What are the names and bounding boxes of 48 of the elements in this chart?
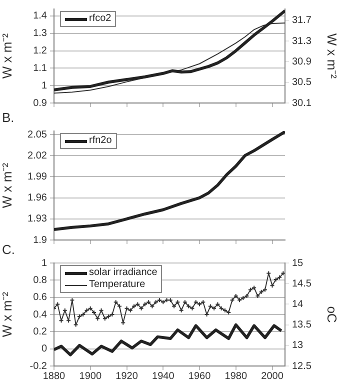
text: C. [2,242,15,257]
x-tick-label: 1900 [79,370,102,381]
y2-tick-label: 14.5 [292,278,312,290]
y2-axis-title: oC [324,306,339,323]
x-tick-label: 1880 [42,370,66,381]
y2-tick-label: 30.1 [292,98,312,109]
y-tick-label: 0.2 [33,326,48,338]
x-tick-label: 1940 [152,370,175,381]
x-tick-label: 1920 [116,370,138,381]
y-tick-label: 1.2 [33,46,48,57]
y-tick-label: 1.9 [33,234,48,246]
legend-label: solar irradiance [89,267,158,279]
y2-tick-label: 31.7 [292,15,312,26]
y2-tick-label: 14 [292,298,304,310]
y2-tick-label: 31.3 [292,36,312,47]
x-tick-label: 2000 [261,370,284,381]
y2-tick-label: 13.5 [292,320,312,331]
y-tick-label: 1.93 [28,214,48,225]
y2-tick-label: 13 [292,340,304,352]
y2-tick-label: 30.5 [292,77,312,88]
y-tick-label: 0 [41,344,48,355]
y-tick-label: 0.4 [33,309,48,320]
y2-tick-label: 12.5 [292,360,312,372]
y-tick-label: 2.05 [28,129,48,140]
y-tick-label: 0.9 [33,98,48,109]
legend-label: rfn2o [89,135,112,147]
legend-label: Temperature [89,279,146,291]
legend-label: rfco2 [89,13,112,25]
y-tick-label: 1.4 [33,10,48,22]
x-tick-label: 1980 [224,370,248,381]
x-tick-label: 1960 [188,370,212,381]
y-tick-label: 1.1 [33,62,48,74]
y-tick-label: 1 [41,258,48,269]
y-tick-label: 1 [41,80,48,92]
y-tick-label: 2.02 [28,150,48,162]
y2-axis-title: W x m⁻² [324,33,339,80]
y-tick-label: -0.2 [30,360,48,372]
y-tick-label: 1.96 [28,192,48,204]
y2-tick-label: 15 [292,258,304,269]
y-tick-label: 0.8 [33,274,48,286]
y-tick-label: 1.3 [33,28,48,40]
y-tick-label: 0.6 [33,292,48,304]
y2-tick-label: 30.9 [292,56,312,68]
y-axis-title: W x m⁻² [0,32,14,79]
y-axis-title: W x m⁻² [0,291,14,338]
y-axis-title: W x m⁻² [0,162,14,208]
y-tick-label: 1.99 [28,171,48,182]
text: B. [2,110,14,125]
